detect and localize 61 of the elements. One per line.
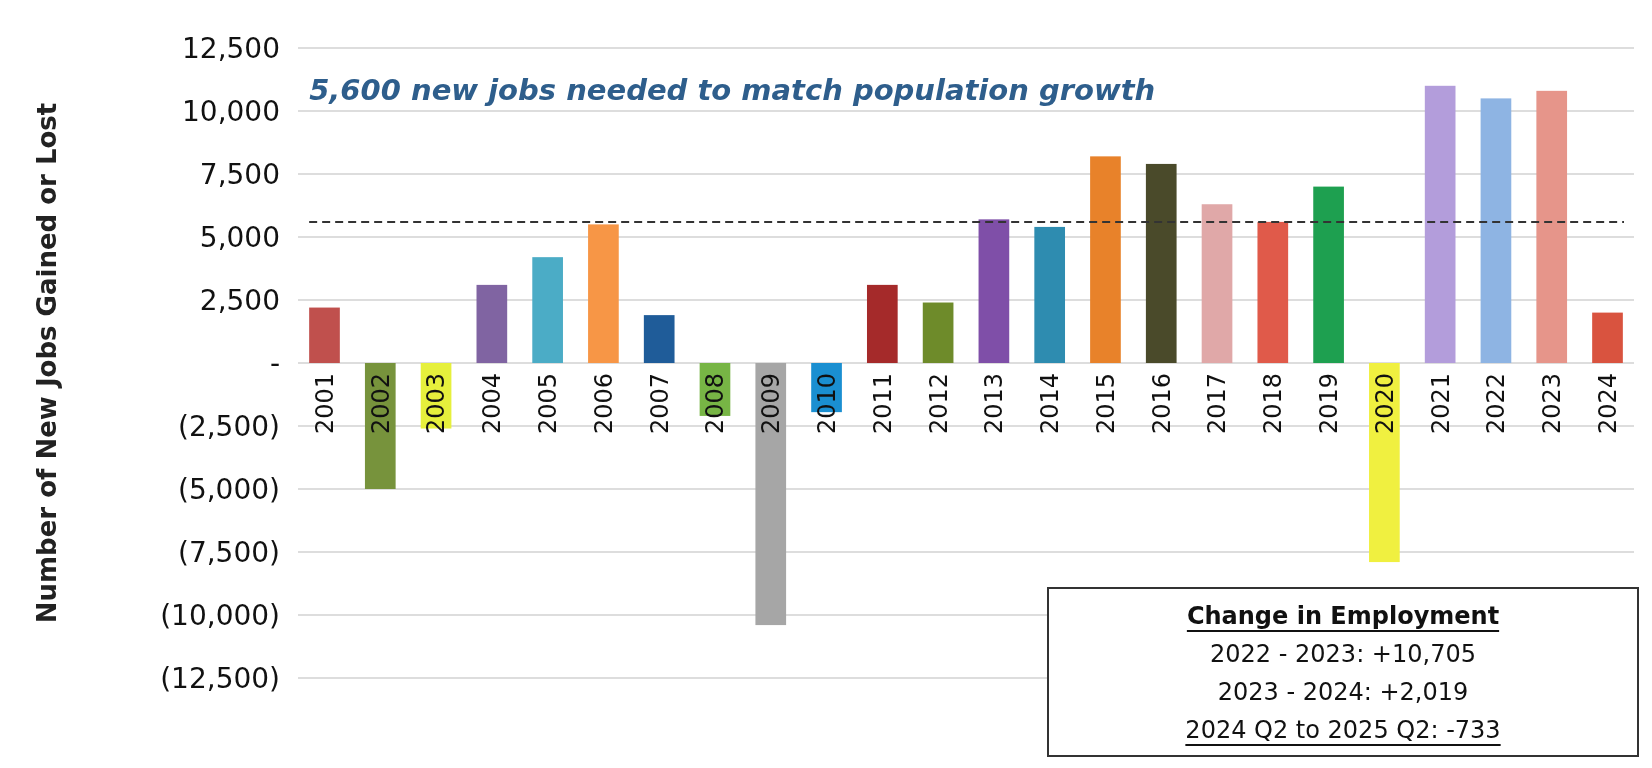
- x-tick-label: 2014: [1036, 373, 1065, 435]
- bar: [1369, 363, 1400, 563]
- bar: [1257, 221, 1289, 363]
- x-tick-label: 2007: [645, 373, 674, 435]
- x-tick-label: 2012: [924, 373, 953, 435]
- x-tick-label: 2016: [1147, 373, 1176, 435]
- y-axis-title: Number of New Jobs Gained or Lost: [32, 102, 62, 624]
- bar: [1201, 204, 1233, 363]
- x-tick-label: 2018: [1259, 373, 1288, 435]
- x-tick-label: 2003: [422, 373, 451, 435]
- bar: [1034, 226, 1066, 363]
- bar: [922, 302, 954, 363]
- bar: [588, 224, 619, 363]
- y-tick-label: (7,500): [177, 535, 280, 569]
- y-tick-label: (5,000): [177, 472, 280, 506]
- bar: [978, 219, 1010, 363]
- x-tick-label: 2019: [1314, 373, 1343, 435]
- x-tick-label: 2008: [701, 373, 730, 435]
- bar: [476, 284, 508, 363]
- x-tick-label: 2002: [366, 373, 395, 435]
- x-tick-label: 2024: [1593, 373, 1622, 435]
- text: 2024 Q2 to 2025 Q2: -733: [1185, 716, 1501, 744]
- y-tick-label: 2,500: [199, 283, 280, 317]
- y-tick-label: 12,500: [182, 31, 280, 65]
- x-tick-label: 2017: [1203, 373, 1232, 435]
- y-tick-label: (10,000): [160, 598, 280, 632]
- x-tick-label: 2009: [757, 373, 786, 435]
- y-tick-label: 5,000: [199, 220, 280, 254]
- annotation: 2022 - 2023: +10,705: [1210, 640, 1476, 668]
- annotation: Change in Employment: [1186, 602, 1500, 630]
- bar: [1592, 312, 1623, 363]
- bar: [866, 284, 898, 363]
- bar: [1090, 156, 1121, 363]
- x-tick-label: 2004: [478, 373, 507, 435]
- bar: [1313, 186, 1344, 363]
- y-tick-label: 10,000: [182, 94, 280, 128]
- annotation: 2023 - 2024: +2,019: [1217, 678, 1469, 706]
- bar: [309, 307, 340, 363]
- x-tick-label: 2013: [980, 373, 1009, 435]
- x-tick-label: 2020: [1370, 373, 1399, 435]
- x-tick-label: 2010: [812, 373, 841, 435]
- x-tick-label: 2021: [1426, 373, 1455, 435]
- x-tick-label: 2015: [1091, 373, 1120, 435]
- text: 5,600 new jobs needed to match population growth: [309, 73, 1156, 107]
- bar: [1536, 90, 1568, 363]
- y-tick-label: (2,500): [177, 409, 280, 443]
- x-tick-label: 2006: [589, 373, 618, 435]
- y-tick-label: -: [269, 346, 280, 380]
- bar: [1424, 85, 1456, 363]
- x-tick-label: 2011: [868, 373, 897, 435]
- bar: [1145, 163, 1177, 363]
- x-tick-label: 2001: [310, 373, 339, 435]
- bar: [643, 315, 675, 363]
- bar: [1480, 98, 1512, 363]
- bar: [532, 257, 563, 363]
- bar: [755, 363, 787, 626]
- y-tick-label: 7,500: [199, 157, 280, 191]
- x-tick-label: 2005: [534, 373, 563, 435]
- y-tick-label: (12,500): [160, 661, 280, 695]
- x-tick-label: 2023: [1538, 373, 1567, 435]
- x-tick-label: 2022: [1482, 373, 1511, 435]
